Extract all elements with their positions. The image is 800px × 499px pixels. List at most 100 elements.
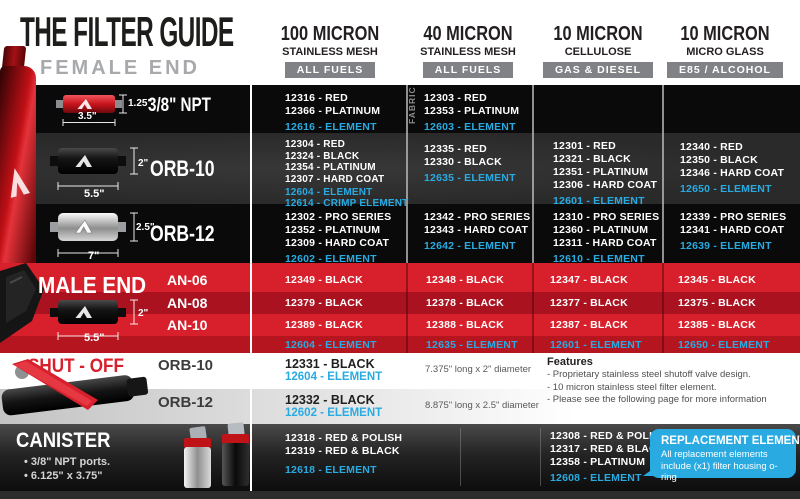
fuel-badge: GAS & DIESEL [542, 62, 654, 78]
part-number: 12351 - PLATINUM [553, 166, 649, 178]
part-number: 12366 - PLATINUM [285, 105, 381, 117]
element-number: 12650 - ELEMENT [678, 338, 770, 351]
part-number: 12387 - BLACK [550, 319, 628, 331]
part-number: 12350 - BLACK [680, 154, 758, 166]
cell-orb12-40: 12342 - PRO SERIES 12343 - HARD COAT 1264… [424, 211, 530, 252]
element-number: 12602 - ELEMENT [285, 253, 377, 265]
part-number: 12302 - PRO SERIES [285, 211, 392, 223]
part-number: 12378 - BLACK [426, 297, 504, 309]
cell-canister-10cel: 12308 - RED & POLISH 12317 - RED & BLACK 1… [550, 430, 667, 484]
male-fitting-photo [0, 263, 44, 343]
column-header-10-micron-cellulose: 10 MICRON CELLULOSE GAS & DIESEL [523, 23, 673, 78]
fabric-note: FABRIC [407, 86, 417, 124]
column-header-100-micron: 100 MICRON STAINLESS MESH ALL FUELS [280, 23, 380, 78]
dim-width-male: 5.5" [84, 332, 105, 344]
dim-height-orb12: 2.5" [136, 222, 155, 233]
feature-item: - 10 micron stainless steel filter eleme… [547, 381, 717, 393]
cell-orb12-100: 12302 - PRO SERIES 12352 - PLATINUM 12309 … [285, 211, 391, 265]
element-number: 12602 - ELEMENT [285, 407, 383, 419]
part-number: 12345 - BLACK [678, 273, 756, 286]
canister-bullets: • 3/8" NPT ports. • 6.125" x 3.75" [24, 456, 110, 483]
part-number: 12335 - RED [424, 143, 487, 155]
part-number: 12389 - BLACK [285, 319, 363, 331]
cell-npt-40: 12303 - RED 12353 - PLATINUM 12603 - ELEM… [424, 92, 519, 133]
part-number: 12343 - HARD COAT [424, 224, 529, 236]
male-end-heading: MALE END [38, 272, 147, 298]
part-number: 12354 - PLATINUM [285, 162, 376, 173]
dim-height-orb10: 2" [138, 158, 149, 169]
element-number: 12604 - ELEMENT [285, 371, 383, 383]
column-header-10-micron-microglass: 10 MICRON MICRO GLASS E85 / ALCOHOL [650, 23, 800, 78]
part-number: 12309 - HARD COAT [285, 237, 390, 249]
part-number: 12307 - HARD COAT [285, 173, 385, 185]
row-label-an06: AN-06 [167, 271, 208, 288]
orb12-filter-photo [50, 212, 138, 257]
row-orb12 [0, 204, 800, 263]
column-divider [662, 263, 664, 353]
size-note: 7.375" long x 2" diameter [425, 364, 532, 375]
column-header-40-micron: 40 MICRON STAINLESS MESH ALL FUELS [420, 23, 516, 78]
cell-orb10-40: 12335 - RED 12330 - BLACK 12635 - ELEMENT [424, 143, 516, 184]
male-row-an10: AN-10 12389 - BLACK 12388 - BLACK 12387 … [0, 314, 800, 336]
callout-tail [643, 466, 657, 476]
label-column-divider [250, 85, 252, 491]
part-number: 12388 - BLACK [426, 319, 504, 331]
feature-item: - Proprietary stainless steel shutoff va… [547, 369, 751, 380]
part-number: 12316 - RED [285, 92, 348, 104]
page-title: THE FILTER GUIDE [20, 8, 234, 55]
element-number: 12639 - ELEMENT [680, 240, 772, 252]
cell-canister-100: 12318 - RED & POLISH 12319 - RED & BLACK … [285, 432, 402, 476]
male-filter-photo [50, 299, 138, 340]
part-number: 12377 - BLACK [550, 297, 628, 309]
row-label-npt: 3/8" NPT [148, 95, 211, 116]
element-number: 12616 - ELEMENT [285, 121, 377, 133]
feature-item: - Please see the following page for more… [547, 394, 767, 405]
bullet-item: • 6.125" x 3.75" [24, 469, 103, 482]
red-filter-photo [0, 66, 36, 263]
dim-height-npt: 1.25" [128, 98, 153, 109]
column-divider [662, 85, 664, 263]
cell-orb10-10mg: 12340 - RED 12350 - BLACK 12346 - HARD COA… [680, 141, 784, 195]
element-number: 12635 - ELEMENT [426, 338, 518, 351]
part-number: 12332 - BLACK [285, 393, 375, 407]
bullet-item: • 3/8" NPT ports. [24, 456, 111, 468]
cell-npt-100: 12316 - RED 12366 - PLATINUM 12616 - ELEM… [285, 92, 380, 133]
element-number: 12614 - CRIMP ELEMENT [285, 198, 409, 209]
orb10-filter-photo [50, 147, 138, 190]
part-number: 12304 - RED [285, 139, 346, 150]
column-divider [532, 263, 534, 353]
part-number: 12308 - RED & POLISH [550, 430, 668, 442]
row-label-shutoff-orb12: ORB-12 [158, 394, 214, 411]
column-divider [406, 263, 408, 353]
part-number: 12331 - BLACK [285, 357, 375, 371]
shutoff-valve-photo [1, 359, 149, 416]
cell-orb12-10cel: 12310 - PRO SERIES 12360 - PLATINUM 12311 … [553, 211, 659, 265]
part-number: 12303 - RED [424, 92, 487, 104]
dim-width-orb12: 7" [88, 250, 100, 262]
fuel-badge: E85 / ALCOHOL [667, 62, 783, 78]
element-number: 12603 - ELEMENT [424, 121, 516, 133]
column-divider [460, 428, 461, 486]
row-label-shutoff-orb10: ORB-10 [158, 357, 214, 374]
column-divider [532, 85, 534, 263]
fuel-badge: ALL FUELS [284, 62, 376, 78]
canister-heading: CANISTER [16, 429, 111, 452]
fuel-badge: ALL FUELS [422, 62, 514, 78]
part-number: 12318 - RED & POLISH [285, 432, 403, 444]
element-number: 12650 - ELEMENT [680, 183, 772, 195]
size-note: 8.875" long x 2.5" diameter [425, 400, 539, 411]
part-number: 12340 - RED [680, 141, 743, 153]
element-number: 12610 - ELEMENT [553, 253, 645, 265]
dim-width-orb10: 5.5" [84, 188, 105, 200]
part-number: 12360 - PLATINUM [553, 224, 649, 236]
callout-body: All replacement elements include (x1) fi… [661, 449, 778, 483]
part-number: 12348 - BLACK [426, 273, 504, 286]
part-number: 12324 - BLACK [285, 150, 360, 162]
column-divider [540, 428, 541, 486]
part-number: 12317 - RED & BLACK [550, 443, 665, 455]
part-number: 12319 - RED & BLACK [285, 445, 400, 457]
element-number: 12608 - ELEMENT [550, 472, 642, 484]
features-block: Features - Proprietary stainless steel s… [547, 356, 767, 407]
part-number: 12375 - BLACK [678, 297, 756, 309]
